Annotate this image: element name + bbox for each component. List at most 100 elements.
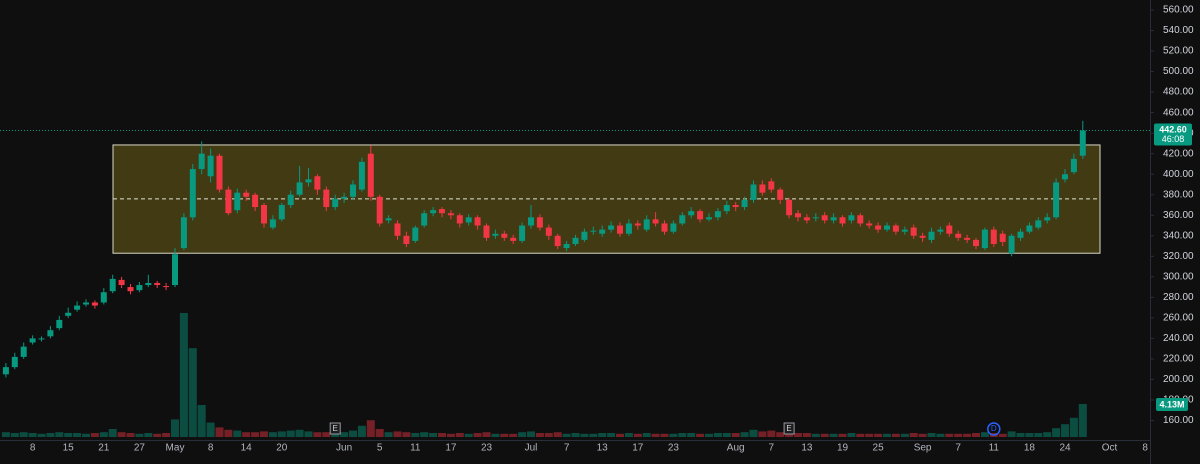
- volume-bar: [384, 432, 393, 437]
- candle-body: [323, 189, 330, 208]
- volume-bar: [509, 433, 518, 437]
- volume-bar: [277, 431, 286, 437]
- candle-body: [750, 184, 757, 200]
- volume-bar: [197, 405, 206, 437]
- volume-bar: [918, 433, 927, 437]
- volume-bar: [446, 433, 455, 437]
- volume-bar: [357, 425, 366, 437]
- dividend-marker: [987, 422, 1001, 436]
- candle-body: [1017, 231, 1024, 238]
- candle-body: [981, 229, 988, 249]
- volume-bar: [366, 420, 375, 437]
- candle-body: [1035, 220, 1042, 228]
- y-tick-label: 340.00: [1163, 230, 1194, 241]
- candle-body: [545, 227, 552, 236]
- volume-bar: [1043, 432, 1052, 437]
- candle-body: [385, 218, 392, 221]
- y-tick-label: 460.00: [1163, 107, 1194, 118]
- y-tick-label: 420.00: [1163, 148, 1194, 159]
- y-tick-label: 400.00: [1163, 169, 1194, 180]
- volume-bar: [224, 429, 233, 437]
- candle-body: [474, 217, 481, 226]
- x-tick-label: 11: [989, 443, 1000, 454]
- volume-bar: [179, 313, 188, 437]
- volume-bar: [144, 433, 153, 437]
- x-tick-label: 7: [564, 443, 570, 454]
- candle-body: [786, 199, 793, 216]
- candle-body: [2, 367, 9, 375]
- x-tick-label: Jun: [336, 443, 352, 454]
- candle-body: [109, 278, 116, 292]
- candle-body: [350, 184, 356, 197]
- volume-bar: [260, 431, 268, 437]
- volume-bar: [286, 430, 295, 437]
- candle-body: [341, 196, 348, 199]
- candle-body: [857, 215, 864, 224]
- event-label: D: [991, 424, 997, 433]
- candle-body: [314, 176, 321, 190]
- volume-bar: [304, 431, 313, 437]
- volume-bar: [838, 433, 847, 437]
- y-tick-label: 300.00: [1163, 271, 1194, 282]
- volume-bar: [37, 433, 46, 437]
- volume-bar: [438, 433, 446, 437]
- x-tick-label: 23: [481, 443, 493, 454]
- x-tick-label: 7: [955, 443, 961, 454]
- volume-bar: [108, 429, 117, 437]
- volume-bar: [135, 433, 144, 437]
- volume-bar: [1069, 417, 1078, 437]
- volume-bar: [313, 432, 322, 437]
- candle-body: [483, 225, 490, 238]
- candle-body: [394, 223, 401, 236]
- volume-bar: [856, 433, 865, 437]
- candle-body: [528, 217, 534, 226]
- volume-bar: [1007, 431, 1016, 437]
- candle-body: [617, 225, 623, 234]
- candle-body: [910, 227, 917, 236]
- y-tick-label: 560.00: [1163, 5, 1194, 16]
- y-tick-label: 480.00: [1163, 87, 1194, 98]
- volume-bar: [847, 433, 856, 437]
- volume-bar: [46, 433, 55, 437]
- x-tick-label: 23: [668, 443, 680, 454]
- volume-bar: [865, 433, 874, 437]
- volume-bar: [553, 432, 562, 437]
- candle-body: [456, 215, 463, 224]
- candle-body: [20, 346, 27, 357]
- candle-body: [412, 227, 419, 241]
- volume-bar: [633, 433, 642, 437]
- volume-bar: [1034, 433, 1043, 437]
- volume-bar: [55, 432, 64, 437]
- candle-body: [421, 213, 428, 226]
- volume-bar: [580, 433, 589, 437]
- candle-body: [1062, 174, 1068, 180]
- volume-bar: [740, 432, 749, 437]
- candle-body: [439, 209, 445, 214]
- x-tick-label: 13: [597, 443, 609, 454]
- y-tick-label: 360.00: [1163, 210, 1194, 221]
- volume-bar: [99, 432, 108, 437]
- candle-body: [252, 194, 259, 208]
- volume-bar: [696, 433, 705, 437]
- volume-bar: [162, 433, 171, 437]
- volume-bar: [963, 433, 972, 437]
- candle-body: [430, 210, 437, 214]
- volume-bar: [188, 348, 197, 437]
- candle-body: [180, 217, 187, 249]
- volume-bar: [776, 432, 785, 437]
- volume-bar: [535, 433, 544, 437]
- volume-bar: [295, 429, 304, 437]
- volume-bar: [153, 433, 162, 437]
- volume-bar: [954, 433, 963, 437]
- volume-bar: [891, 433, 900, 437]
- volume-bar: [927, 433, 936, 437]
- candle-body: [278, 204, 285, 220]
- volume-bar: [900, 433, 909, 437]
- candle-body: [919, 235, 926, 238]
- candle-body: [207, 155, 214, 177]
- candle-body: [261, 204, 267, 224]
- candle-body: [163, 286, 170, 288]
- candle-body: [269, 219, 276, 228]
- candle-body: [928, 231, 935, 240]
- volume-bar: [90, 433, 99, 437]
